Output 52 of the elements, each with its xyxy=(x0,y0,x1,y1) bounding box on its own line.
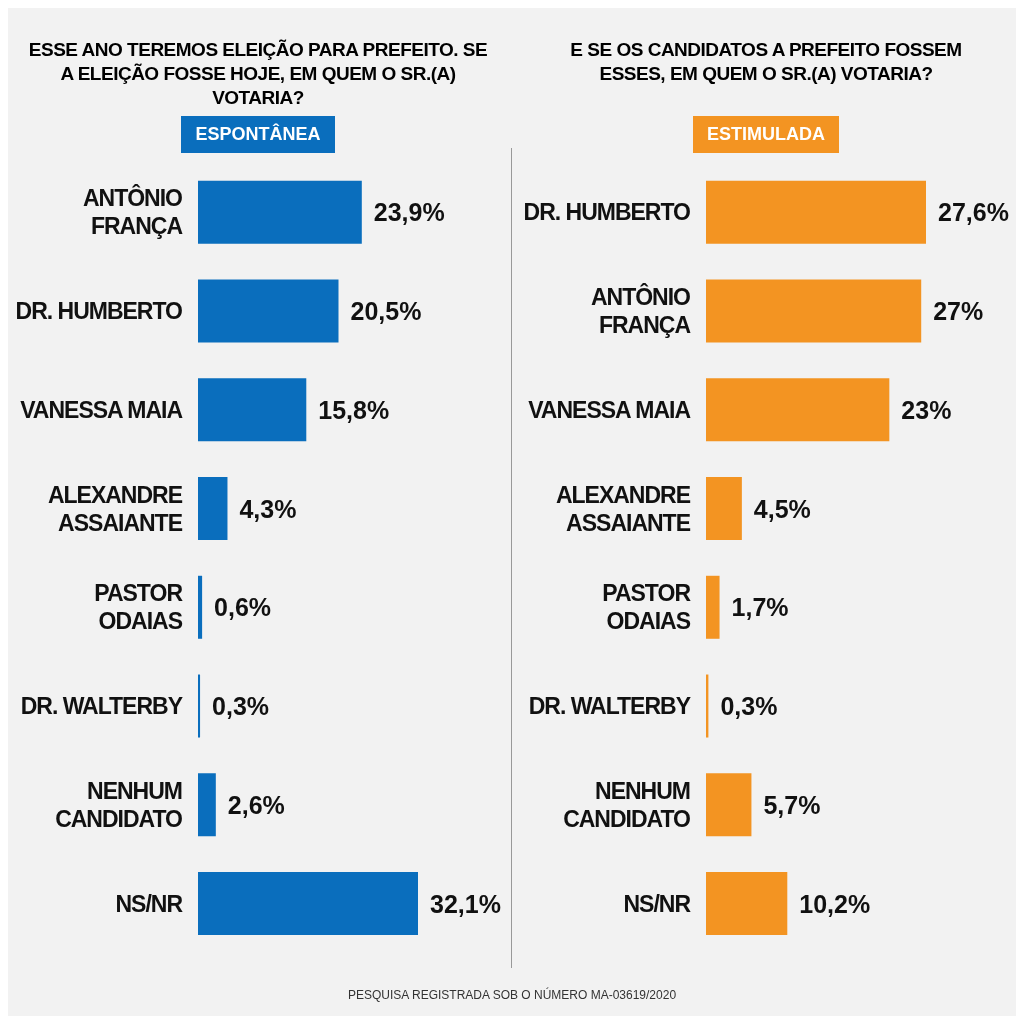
data-label: 15,8% xyxy=(318,395,390,424)
y-tick-label: VANESSA MAIA xyxy=(20,396,183,423)
data-label: 4,3% xyxy=(239,494,297,523)
y-tick-label: DR. HUMBERTO xyxy=(523,199,691,226)
bar xyxy=(706,378,890,442)
data-label: 2,6% xyxy=(227,790,285,819)
y-tick-label: NENHUM CANDIDATO xyxy=(563,777,691,832)
bar xyxy=(198,477,228,541)
bar xyxy=(198,872,418,936)
y-tick-label: NS/NR xyxy=(623,890,692,917)
data-label: 27% xyxy=(933,297,984,326)
y-tick-label: VANESSA MAIA xyxy=(528,396,691,423)
bar xyxy=(706,477,742,541)
data-label: 32,1% xyxy=(430,889,501,918)
y-tick-label: ANTÔNIO FRANÇA xyxy=(590,283,691,339)
data-label: 0,3% xyxy=(212,692,270,721)
data-label: 1,7% xyxy=(731,593,789,622)
chart-title: ESSE ANO TEREMOS ELEIÇÃO PARA PREFEITO. SE A ELEIÇÃO FOSSE HOJE, EM QUEM O SR.(A) VOTARIA? xyxy=(28,38,488,108)
bar xyxy=(706,872,788,936)
y-tick-label: ANTÔNIO FRANÇA xyxy=(82,184,183,240)
y-tick-label: DR. WALTERBY xyxy=(20,693,183,720)
bar xyxy=(706,279,922,343)
y-tick-label: PASTOR ODAIAS xyxy=(94,580,184,635)
data-label: 27,6% xyxy=(938,198,1009,227)
data-label: 0,3% xyxy=(720,692,778,721)
bar xyxy=(706,773,752,837)
y-tick-label: DR. WALTERBY xyxy=(528,693,691,720)
data-label: 5,7% xyxy=(763,790,821,819)
y-tick-label: NS/NR xyxy=(115,890,184,917)
bar xyxy=(706,180,926,244)
y-tick-label: ALEXANDRE ASSAIANTE xyxy=(555,481,691,536)
bar xyxy=(198,674,201,738)
data-label: 23,9% xyxy=(373,198,445,227)
bar xyxy=(198,180,362,244)
data-label: 23% xyxy=(901,395,952,424)
chart-subtitle: ESPONTÂNEA xyxy=(181,116,335,153)
y-tick-label: DR. HUMBERTO xyxy=(15,298,183,325)
bar xyxy=(198,575,203,639)
y-tick-label: PASTOR ODAIAS xyxy=(602,580,692,635)
y-tick-label: NENHUM CANDIDATO xyxy=(55,777,183,832)
data-label: 0,6% xyxy=(214,593,272,622)
y-tick-label: ALEXANDRE ASSAIANTE xyxy=(47,481,183,536)
bar xyxy=(198,773,216,837)
bar xyxy=(198,378,307,442)
data-label: 10,2% xyxy=(799,889,871,918)
bar xyxy=(706,575,720,639)
bar xyxy=(198,279,339,343)
chart-subtitle: ESTIMULADA xyxy=(693,116,839,153)
chart-title: E SE OS CANDIDATOS A PREFEITO FOSSEM ESSES, EM QUEM O SR.(A) VOTARIA? xyxy=(569,38,963,86)
text: PESQUISA REGISTRADA SOB O NÚMERO MA-03619/2020 xyxy=(346,988,678,1002)
data-label: 4,5% xyxy=(753,494,811,523)
data-label: 20,5% xyxy=(350,297,422,326)
